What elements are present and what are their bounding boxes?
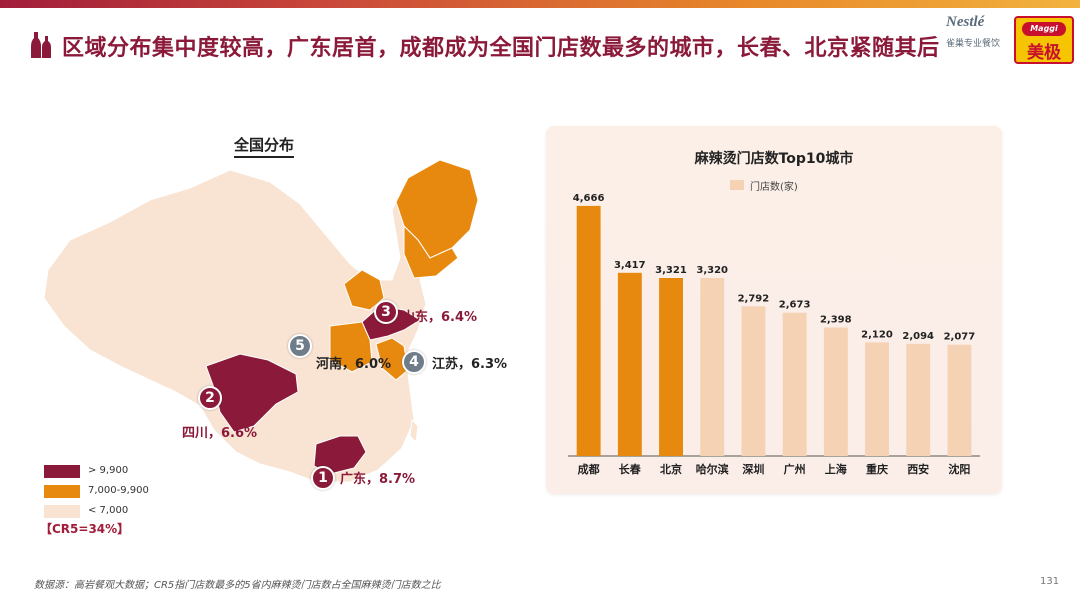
map-taiwan — [409, 418, 419, 444]
map-label-shandong: 山东，6.4% — [402, 310, 478, 325]
map-label-sichuan: 四川，6.6% — [182, 426, 258, 441]
bar-成都 — [576, 205, 601, 456]
maggi-logo: Maggi 美极 — [1014, 16, 1074, 64]
map-henan — [329, 321, 373, 373]
legend-swatch — [44, 465, 80, 478]
rank-badge-3: 3 — [374, 300, 398, 324]
rank-badge-4: 4 — [402, 350, 426, 374]
bar-value-label: 3,320 — [696, 265, 728, 276]
slide-title: 区域分布集中度较高，广东居首，成都成为全国门店数最多的城市，长春、北京紧随其后 — [62, 36, 940, 61]
bar-value-label: 2,094 — [902, 331, 934, 342]
category-label: 上海 — [825, 462, 847, 476]
rank-badge-1: 1 — [311, 466, 335, 490]
bar-value-label: 2,673 — [779, 300, 811, 311]
bar-上海 — [823, 327, 848, 456]
bottles-icon — [31, 32, 51, 58]
map-label-henan: 河南，6.0% — [316, 357, 392, 372]
map-jilin — [403, 224, 459, 279]
category-label: 沈阳 — [948, 462, 970, 476]
top-accent-bar — [0, 0, 1080, 8]
bar-哈尔滨 — [700, 278, 725, 456]
rank-badge-2: 2 — [198, 386, 222, 410]
chart-legend-swatch — [730, 180, 744, 190]
page-number: 131 — [1040, 576, 1060, 587]
category-label: 长春 — [619, 462, 642, 476]
category-label: 北京 — [660, 462, 682, 476]
legend-swatch — [44, 505, 80, 518]
legend-swatch — [44, 485, 80, 498]
nestle-logo: Nestlé 雀巢专业餐饮 — [946, 14, 1001, 49]
bar-西安 — [906, 343, 931, 456]
bar-重庆 — [865, 342, 889, 456]
category-label: 广州 — [784, 462, 806, 476]
bar-value-label: 3,321 — [655, 265, 687, 276]
bar-chart: 4,666 成都 3,417 长春 3,321 北京 3,320 哈尔滨 2,792 深圳 2,67… — [568, 193, 980, 476]
china-map — [43, 159, 479, 483]
category-label: 西安 — [907, 462, 929, 476]
bar-chart-panel: 麻辣烫门店数Top10城市 门店数(家) 4,666 成都 3,417 长春 3,321… — [546, 126, 1002, 494]
bar-深圳 — [741, 306, 766, 456]
chart-title: 麻辣烫门店数Top10城市 — [694, 151, 854, 167]
chart-legend-label: 门店数(家) — [750, 182, 798, 193]
bar-value-label: 2,398 — [820, 315, 852, 326]
map-north-mid — [343, 269, 385, 311]
bar-value-label: 2,120 — [861, 329, 893, 340]
cr5-label: 【CR5=34%】 — [40, 522, 130, 536]
bar-沈阳 — [947, 344, 972, 456]
map-label-guangdong: 广东，8.7% — [340, 472, 416, 487]
bar-value-label: 2,792 — [738, 293, 770, 304]
map-title: 全国分布 — [234, 134, 295, 158]
category-label: 重庆 — [866, 462, 888, 476]
category-label: 深圳 — [742, 462, 764, 476]
bar-value-label: 4,666 — [573, 193, 605, 204]
map-label-jiangsu: 江苏，6.3% — [432, 357, 508, 372]
rank-badge-5: 5 — [288, 334, 312, 358]
bar-value-label: 3,417 — [614, 260, 646, 271]
bar-长春 — [617, 272, 642, 456]
category-label: 哈尔滨 — [696, 462, 729, 476]
source-note: 数据源：高岩餐观大数据；CR5指门店数最多的5省内麻辣烫门店数占全国麻辣烫门店数… — [34, 580, 441, 591]
category-label: 成都 — [578, 462, 600, 476]
bar-value-label: 2,077 — [944, 332, 976, 343]
bar-北京 — [659, 278, 683, 456]
map-base-region — [43, 159, 479, 483]
bar-广州 — [782, 312, 807, 456]
